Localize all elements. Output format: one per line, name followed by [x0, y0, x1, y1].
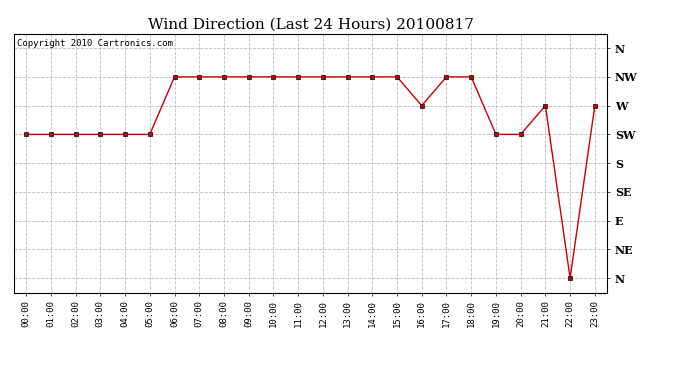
Title: Wind Direction (Last 24 Hours) 20100817: Wind Direction (Last 24 Hours) 20100817 — [148, 17, 473, 31]
Text: Copyright 2010 Cartronics.com: Copyright 2010 Cartronics.com — [17, 39, 172, 48]
